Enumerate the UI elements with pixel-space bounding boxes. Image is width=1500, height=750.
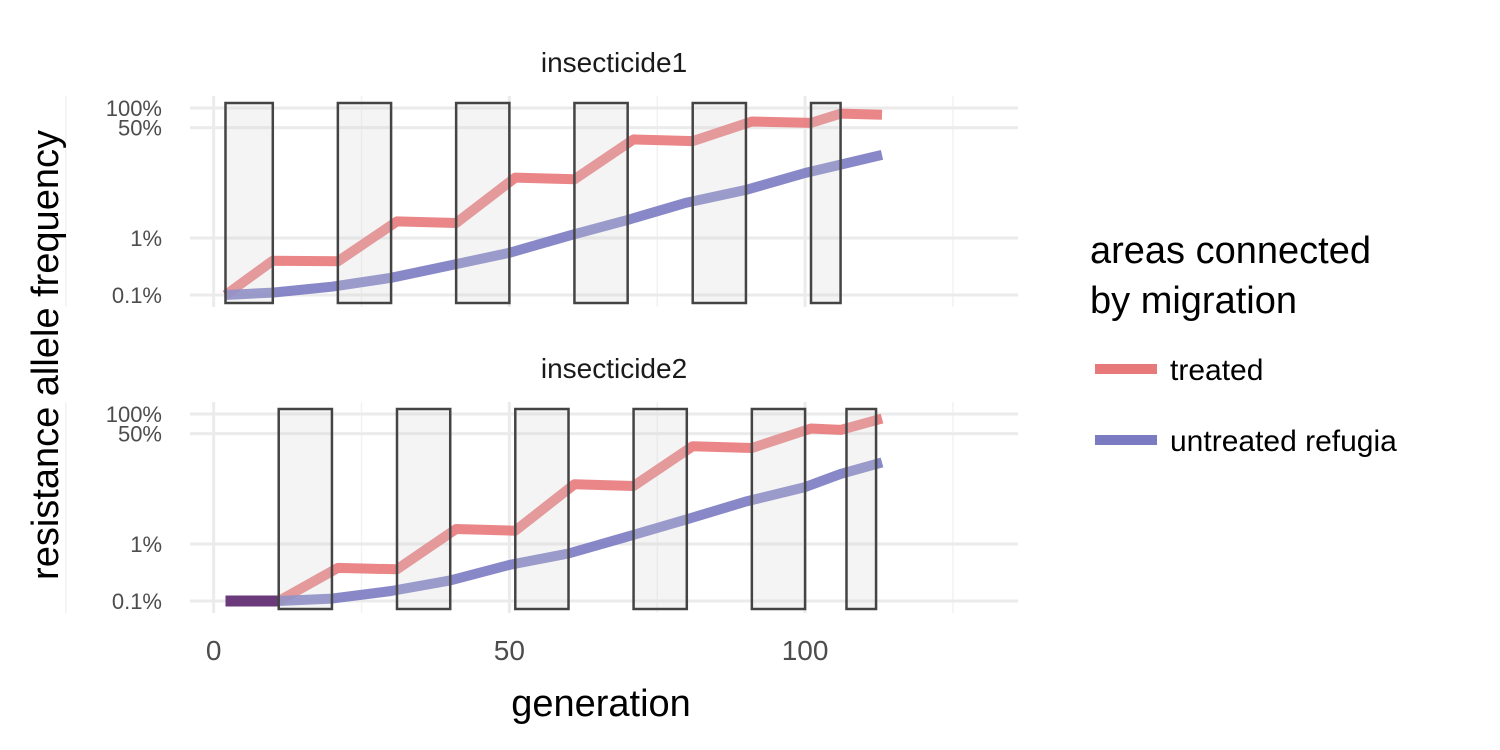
- panel-insecticide1: 0.1% 1% 50%100% insecticide1: [65, 47, 1018, 308]
- insecticide-period: [454, 101, 511, 305]
- y-tick-label: 0.1%: [112, 283, 162, 308]
- insecticide-period: [632, 407, 689, 611]
- panel-strip-label: insecticide1: [541, 47, 687, 78]
- insecticide-period: [514, 407, 570, 611]
- insecticide-period: [336, 101, 393, 305]
- x-tick-label: 50: [494, 635, 525, 666]
- y-tick-label: 0.1%: [112, 589, 162, 614]
- panel-strip-label: insecticide2: [541, 353, 687, 384]
- legend-label-untreated-refugia: untreated refugia: [1170, 425, 1397, 458]
- x-tick-label: 0: [206, 635, 222, 666]
- legend-label-treated: treated: [1170, 354, 1263, 387]
- insecticide-period: [809, 101, 842, 305]
- insecticide-period: [691, 101, 748, 305]
- legend-title-line1: areas connected: [1090, 230, 1371, 272]
- y-tick-label: 100%: [106, 96, 162, 121]
- insecticide-period: [573, 101, 629, 305]
- panels-layer: 0.1%1%50%100%insecticide10.1%1%50%100%in…: [65, 47, 1018, 666]
- insecticide-period: [395, 407, 452, 611]
- insecticide-period: [845, 407, 878, 611]
- x-axis-title: generation: [511, 683, 691, 725]
- series-line-treated: [222, 108, 883, 300]
- x-tick-label: 100: [782, 635, 829, 666]
- insecticide-period: [277, 407, 334, 611]
- y-axis-title: resistance allele frequency: [25, 130, 67, 580]
- insecticide-period: [750, 407, 807, 611]
- series-line-untreated-refugia: [278, 457, 884, 606]
- y-tick-label: 1%: [130, 226, 162, 251]
- insecticide-period: [224, 101, 275, 305]
- y-tick-label: 50%: [118, 422, 162, 447]
- y-tick-label: 50%: [118, 116, 162, 141]
- legend-title-line2: by migration: [1090, 280, 1297, 322]
- y-tick-label: 100%: [106, 402, 162, 427]
- panel-insecticide2: 0.1% 1% 50%100% insecticide2: [65, 353, 1018, 614]
- series-line-untreated-refugia: [225, 150, 884, 300]
- y-tick-label: 1%: [130, 532, 162, 557]
- legend: areas connected by migration treated unt…: [1090, 230, 1397, 458]
- series-line-treated: [276, 413, 884, 606]
